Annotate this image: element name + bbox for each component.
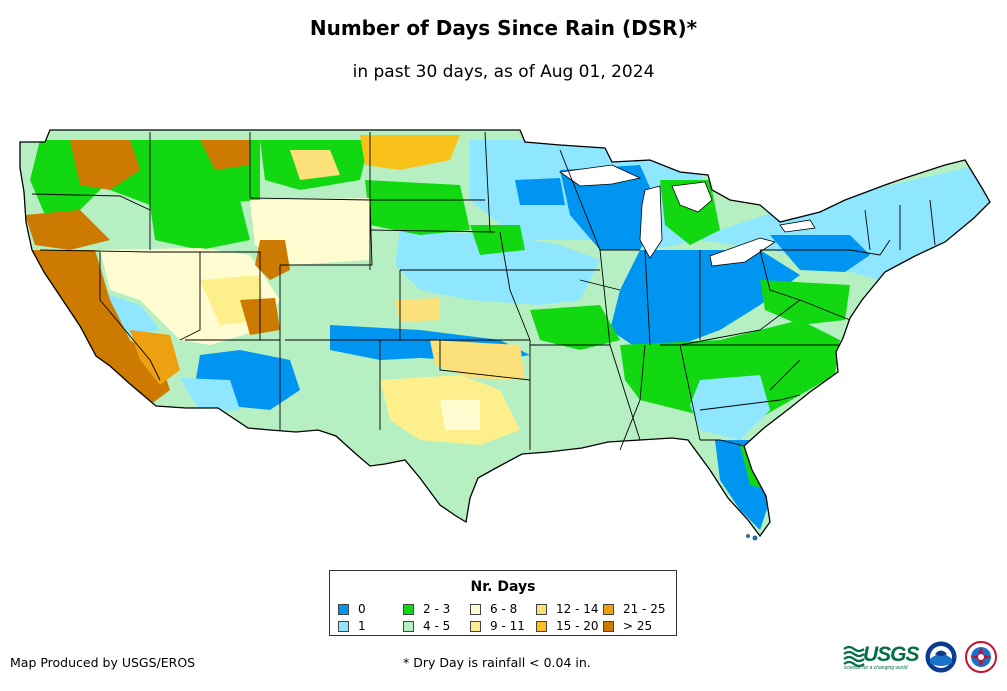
legend-swatch-2-3 — [403, 604, 414, 615]
map-title: Number of Days Since Rain (DSR)* — [309, 16, 698, 40]
legend-item-21-25: 21 - 25 — [603, 602, 666, 616]
legend-swatch-over-25 — [603, 621, 614, 632]
nws-seal-icon — [965, 641, 997, 673]
legend-item-0: 0 — [338, 602, 366, 616]
usgs-wordmark: USGS — [863, 643, 920, 666]
legend-item-15-20: 15 - 20 — [536, 619, 599, 633]
legend-swatch-15-20 — [536, 621, 547, 632]
producer-credit: Map Produced by USGS/EROS — [10, 655, 196, 670]
legend-swatch-4-5 — [403, 621, 414, 632]
legend-swatch-12-14 — [536, 604, 547, 615]
noaa-seal-icon — [925, 641, 957, 673]
usgs-logo: USGS science for a changing world — [843, 643, 920, 673]
legend-item-9-11: 9 - 11 — [470, 619, 525, 633]
legend-item-over-25: > 25 — [603, 619, 652, 633]
legend-swatch-6-8 — [470, 604, 481, 615]
legend: Nr. Days 0 1 2 - 3 4 - 5 6 - 8 9 - 11 12… — [329, 570, 677, 636]
dry-day-footnote: * Dry Day is rainfall < 0.04 in. — [403, 655, 591, 670]
legend-item-2-3: 2 - 3 — [403, 602, 450, 616]
legend-item-6-8: 6 - 8 — [470, 602, 517, 616]
legend-item-1: 1 — [338, 619, 366, 633]
legend-swatch-0 — [338, 604, 349, 615]
usgs-tagline: science for a changing world — [844, 665, 908, 671]
legend-swatch-1 — [338, 621, 349, 632]
legend-title: Nr. Days — [470, 579, 536, 595]
map-subtitle: in past 30 days, as of Aug 01, 2024 — [352, 62, 655, 82]
legend-item-4-5: 4 - 5 — [403, 619, 450, 633]
usgs-wave-icon — [843, 645, 865, 667]
legend-item-12-14: 12 - 14 — [536, 602, 599, 616]
legend-swatch-9-11 — [470, 621, 481, 632]
legend-swatch-21-25 — [603, 604, 614, 615]
